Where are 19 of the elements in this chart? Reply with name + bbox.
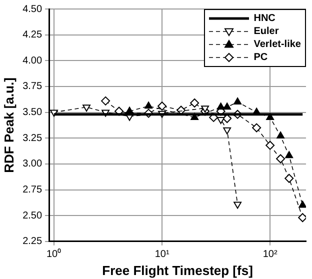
x-axis-title: Free Flight Timestep [fs] — [102, 262, 253, 278]
y-tick-label: 3.75 — [22, 81, 42, 92]
y-tick-label: 3.50 — [22, 107, 42, 118]
y-tick-label: 4.25 — [22, 30, 42, 41]
legend-label: Verlet-like — [254, 39, 301, 50]
y-tick-label: 4.00 — [22, 55, 42, 66]
legend-label: Euler — [254, 26, 279, 37]
legend-label: PC — [254, 52, 268, 63]
y-tick-label: 2.50 — [22, 210, 42, 222]
x-tick-label: 10¹ — [154, 249, 170, 260]
x-tick-label: 10⁰ — [46, 248, 62, 260]
y-tick-label: 2.75 — [22, 184, 42, 196]
y-tick-label: 2.25 — [22, 236, 42, 248]
x-tick-label: 10² — [262, 249, 278, 260]
legend-label: HNC — [254, 13, 276, 24]
y-axis-title: RDF Peak [a.u.] — [1, 78, 16, 173]
y-tick-label: 3.25 — [22, 132, 42, 144]
y-tick-label: 3.00 — [22, 158, 42, 170]
y-tick-label: 4.50 — [22, 4, 42, 15]
